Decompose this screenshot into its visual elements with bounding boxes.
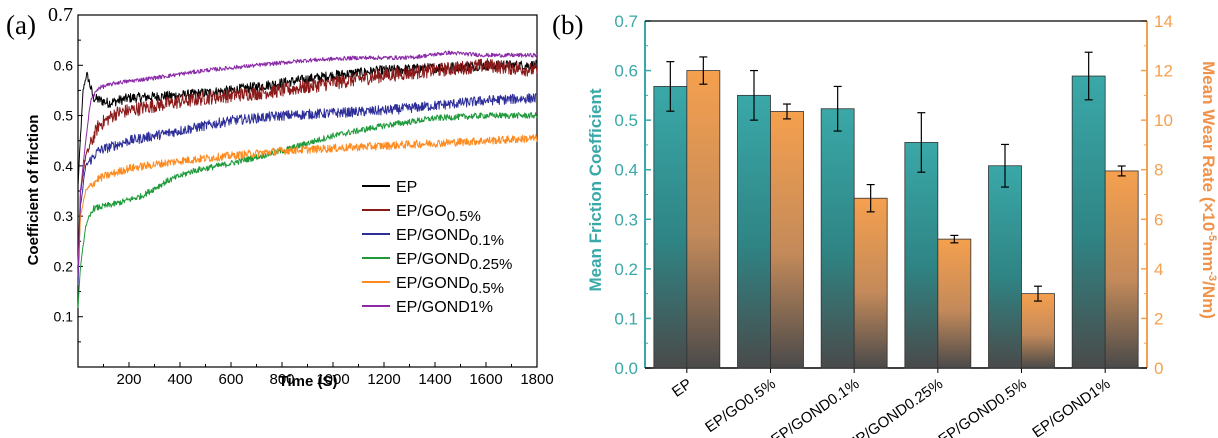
error-bar-wear-4	[1034, 285, 1042, 302]
error-bar-wear-2	[866, 183, 875, 213]
x-category-label: EP/GOND0.5%	[935, 375, 1029, 438]
bar-wear-4	[1021, 293, 1055, 369]
error-bar-friction-3	[917, 112, 926, 173]
right-tick-label: 12	[1154, 62, 1173, 81]
right-tick-label: 4	[1154, 260, 1163, 279]
panel-a-line-chart: (a) 0.1 0.2 0.3 0.4 0.5 0.6 0.7 200 400 600 800 100…	[6, 4, 554, 390]
panel-a-axes: 0.1 0.2 0.3 0.4 0.5 0.6 0.7 200 400 600 800 1000 120…	[48, 4, 554, 388]
y-tick-label: 0.5	[54, 108, 74, 124]
x-category-label: EP/GOND0.25%	[845, 375, 946, 438]
y-tick-label: 0.6	[54, 57, 74, 73]
x-tick-label: 1000	[316, 371, 349, 388]
x-tick-label: 200	[116, 371, 141, 388]
bar-friction-1	[737, 94, 771, 369]
panel-b-right-axis-label: Mean Wear Rate (×10-5mm-3/Nm)	[1199, 61, 1218, 319]
x-category-label: EP/GO0.5%	[702, 375, 779, 436]
y-tick-label: 0.7	[48, 4, 73, 26]
bar-wear-2	[853, 197, 888, 369]
right-tick-label: 8	[1154, 161, 1163, 180]
bar-wear-0	[686, 70, 721, 369]
bar-friction-0	[653, 86, 688, 369]
y-tick-label: 0.3	[54, 208, 74, 224]
right-tick-label: 14	[1154, 12, 1173, 31]
series-line-gond01	[77, 92, 538, 285]
left-tick-label: 0.0	[614, 359, 638, 378]
x-tick-label: 600	[218, 371, 243, 388]
error-bar-wear-5	[1117, 165, 1126, 177]
x-category-label: EP/GOND1%	[1029, 375, 1113, 438]
right-tick-label: 6	[1154, 210, 1163, 229]
panel-a-tag: (a)	[6, 10, 36, 40]
bar-friction-2	[820, 108, 855, 369]
error-bar-wear-1	[783, 103, 791, 120]
panel-a-y-axis-label: Coefficient of friction	[25, 115, 42, 266]
bar-friction-5	[1071, 75, 1106, 369]
x-tick-label: 1400	[418, 371, 451, 388]
right-tick-label: 10	[1154, 111, 1173, 130]
bar-wear-3	[937, 238, 972, 369]
x-tick-label: 1600	[469, 371, 502, 388]
panel-a-x-axis-label: Time (S)	[279, 373, 338, 390]
series-line-gond05	[77, 133, 538, 266]
legend-label-gond025: EP/GOND0.25%	[396, 251, 512, 273]
left-tick-label: 0.3	[614, 210, 638, 229]
panel-b-bar-chart: (b) 0.00.10.20.30.40.50.60.702468101214 …	[552, 10, 1218, 438]
left-tick-label: 0.1	[614, 309, 638, 328]
bar-wear-1	[770, 111, 804, 369]
panel-a-series-group	[77, 50, 538, 308]
left-tick-label: 0.6	[614, 62, 638, 81]
left-tick-label: 0.7	[614, 12, 638, 31]
error-bar-friction-2	[833, 85, 842, 132]
series-line-gond025	[77, 112, 538, 308]
legend-label-gond01: EP/GOND0.1%	[396, 227, 504, 249]
legend-label-ep: EP	[396, 179, 417, 196]
error-bar-friction-0	[666, 61, 675, 112]
series-line-go	[77, 58, 538, 264]
panel-b-bars: EP EP/GO0.5%EP/GOND0.1%EP/GOND0.25%EP/GON…	[653, 51, 1139, 438]
y-tick-label: 0.2	[54, 258, 74, 274]
bar-friction-4	[988, 165, 1022, 369]
panel-b-axes: 0.0 0.1 0.2 0.3 0.4 0.5 0.6 0.7 0 2 4 6 8 10 12 14	[614, 12, 1173, 378]
bar-wear-5	[1104, 170, 1139, 369]
y-tick-label: 0.1	[54, 309, 74, 325]
series-line-gond1	[77, 50, 538, 277]
error-bar-friction-4	[1001, 143, 1009, 188]
legend-label-gond1: EP/GOND1%	[396, 299, 493, 316]
x-tick-label: 1200	[367, 371, 400, 388]
error-bar-friction-5	[1084, 51, 1093, 101]
panel-a-legend: EPEP/GO0.5%EP/GOND0.1%EP/GOND0.25%EP/GON…	[362, 179, 512, 316]
right-tick-label: 0	[1154, 359, 1163, 378]
x-tick-label: 1800	[520, 371, 553, 388]
error-bar-wear-0	[699, 56, 708, 85]
error-bar-wear-3	[950, 234, 959, 244]
panel-b-tag: (b)	[552, 10, 583, 40]
x-tick-label: 400	[167, 371, 192, 388]
left-tick-label: 0.2	[614, 260, 638, 279]
legend-label-go: EP/GO0.5%	[396, 203, 481, 225]
x-category-label: EP/GOND0.1%	[768, 375, 862, 438]
left-tick-label: 0.4	[614, 161, 638, 180]
panel-b-left-axis-label: Mean Friction Coefficient	[586, 88, 605, 291]
error-bar-friction-1	[750, 69, 758, 121]
left-tick-label: 0.5	[614, 111, 638, 130]
y-tick-label: 0.4	[54, 158, 74, 174]
bar-friction-3	[904, 142, 939, 369]
legend-label-gond05: EP/GOND0.5%	[396, 275, 504, 297]
x-tick-label: 800	[269, 371, 294, 388]
x-category-label: EP	[669, 375, 695, 400]
right-tick-label: 2	[1154, 309, 1163, 328]
